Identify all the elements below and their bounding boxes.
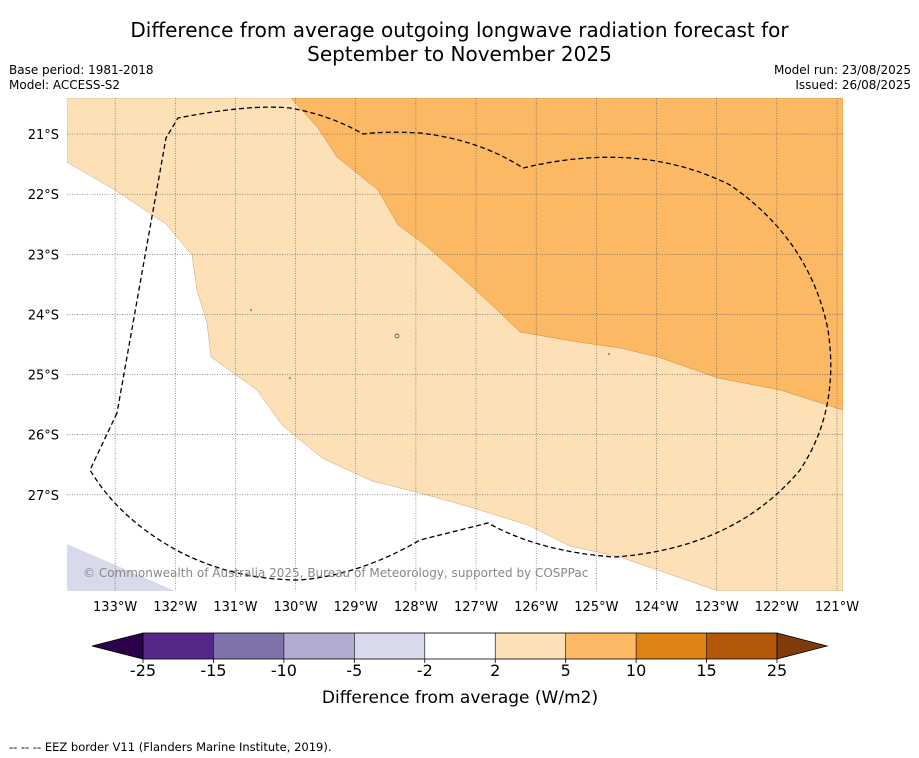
lat-tick-label: 22°S <box>28 188 59 203</box>
colorbar-tick-label: -2 <box>417 661 433 680</box>
model-name: Model: ACCESS-S2 <box>9 78 121 92</box>
right-metadata: Model run: 23/08/2025 Issued: 26/08/2025 <box>774 63 911 93</box>
model-run: Model run: 23/08/2025 <box>773 63 911 77</box>
island-mark <box>394 333 400 339</box>
lon-tick-label: 128°W <box>394 600 438 615</box>
copyright-notice: © Commonwealth of Australia 2025, Bureau… <box>83 566 588 580</box>
title-line-2: September to November 2025 <box>307 42 612 66</box>
lon-tick-label: 122°W <box>755 600 799 615</box>
colorbar-segment <box>213 633 285 659</box>
colorbar-tick-label: 10 <box>626 661 646 680</box>
colorbar-tick-label: 2 <box>490 661 500 680</box>
lon-tick-label: 131°W <box>213 600 257 615</box>
eez-border <box>89 106 832 581</box>
lon-tick-label: 121°W <box>815 600 859 615</box>
colorbar-ticks: -25 -15 -10 -5 -2 2 5 10 15 25 <box>130 633 787 680</box>
island-mark <box>608 353 610 355</box>
colorbar-under-triangle <box>91 632 144 660</box>
latitude-labels: 21°S 22°S 23°S 24°S 25°S 26°S 27°S <box>28 128 59 504</box>
colorbar-segment <box>354 633 426 659</box>
gridlines <box>67 98 843 591</box>
lon-tick-label: 129°W <box>334 600 378 615</box>
lon-tick-label: 132°W <box>153 600 197 615</box>
lat-tick-label: 24°S <box>28 308 59 323</box>
colorbar-segment <box>706 633 778 659</box>
title-line-1: Difference from average outgoing longwav… <box>130 18 789 42</box>
colorbar: -25 -15 -10 -5 -2 2 5 10 15 25 Difference from av… <box>91 632 829 708</box>
lat-tick-label: 21°S <box>28 128 59 143</box>
colorbar-tick-label: -15 <box>200 661 226 680</box>
longitude-labels: 133°W 132°W 131°W 130°W 129°W 128°W 127°W 126°W… <box>93 600 859 615</box>
colorbar-segment <box>283 633 355 659</box>
base-period: Base period: 1981-2018 <box>9 63 154 77</box>
region-5-to-10 <box>290 98 843 411</box>
lat-tick-label: 27°S <box>28 489 59 504</box>
lon-tick-label: 126°W <box>514 600 558 615</box>
colorbar-segment <box>636 633 707 659</box>
colorbar-segment <box>495 633 566 659</box>
lon-tick-label: 127°W <box>454 600 498 615</box>
colorbar-segment <box>424 633 496 659</box>
colorbar-segments <box>143 633 778 659</box>
map-area: © Commonwealth of Australia 2025, Bureau… <box>67 98 843 591</box>
colorbar-tick-label: 25 <box>767 661 787 680</box>
colorbar-tick-label: 15 <box>696 661 716 680</box>
colorbar-tick-label: -5 <box>346 661 362 680</box>
colorbar-segment <box>143 633 214 659</box>
lon-tick-label: 124°W <box>634 600 678 615</box>
colorbar-tick-label: -25 <box>130 661 156 680</box>
colorbar-tick-label: -10 <box>271 661 297 680</box>
lon-tick-label: 125°W <box>574 600 618 615</box>
colorbar-over-triangle <box>776 632 829 660</box>
lat-tick-label: 25°S <box>28 369 59 384</box>
left-metadata: Base period: 1981-2018 Model: ACCESS-S2 <box>9 63 154 93</box>
issued-date: Issued: 26/08/2025 <box>795 78 911 92</box>
lat-tick-label: 23°S <box>28 248 59 263</box>
eez-footnote: -- -- -- EEZ border V11 (Flanders Marine… <box>9 740 332 754</box>
island-mark <box>250 309 252 311</box>
island-mark <box>289 377 291 379</box>
map-title: Difference from average outgoing longwav… <box>0 18 919 66</box>
lat-tick-label: 26°S <box>28 429 59 444</box>
colorbar-tick-label: 5 <box>561 661 571 680</box>
colorbar-segment <box>565 633 637 659</box>
colorbar-label: Difference from average (W/m2) <box>322 688 598 708</box>
lon-tick-label: 123°W <box>695 600 739 615</box>
lon-tick-label: 133°W <box>93 600 137 615</box>
region-minus5-to-minus2 <box>67 544 175 591</box>
lon-tick-label: 130°W <box>274 600 318 615</box>
